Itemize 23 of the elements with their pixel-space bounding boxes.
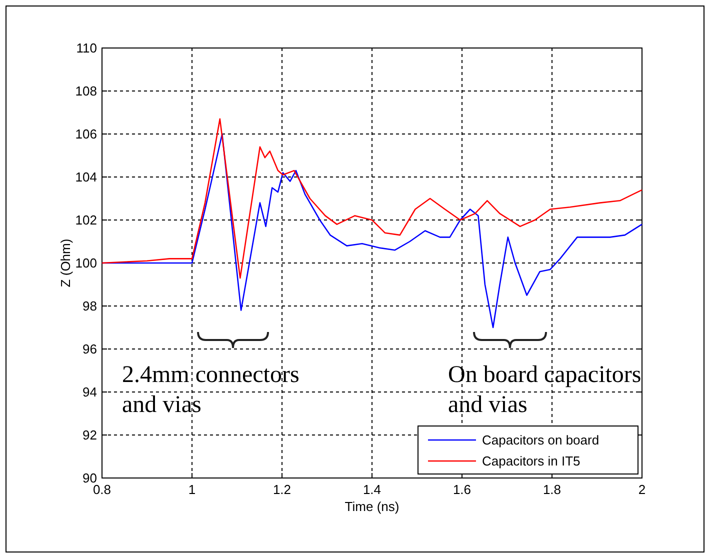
x-tick-label: 1.2	[272, 482, 292, 497]
line-series	[101, 118, 643, 279]
legend-label: Capacitors on board	[482, 432, 600, 448]
y-tick-label: 104	[75, 170, 97, 184]
y-tick-label: 94	[82, 384, 97, 400]
y-tick-label: 106	[75, 126, 97, 142]
annotation: 2.4mm connectors and vias	[122, 362, 300, 418]
y-tick-label: 96	[82, 342, 97, 356]
y-tick-label: 98	[82, 298, 97, 314]
legend-label: Capacitors in IT5	[482, 454, 580, 468]
x-tick-label: 2	[638, 482, 646, 497]
x-tick-label: 1.4	[362, 482, 382, 497]
x-axis-title: Time (ns)	[344, 499, 400, 514]
y-tick-label: 92	[82, 428, 97, 442]
x-tick-label: 1.6	[452, 482, 472, 497]
y-tick-label: 100	[75, 256, 97, 270]
y-tick-label: 108	[75, 84, 97, 98]
x-tick-label: 1	[188, 482, 196, 497]
y-tick-label: 110	[76, 40, 97, 56]
annotation: On board capacitors and vias	[448, 362, 642, 418]
y-tick-label: 102	[75, 212, 97, 228]
x-tick-label: 1.8	[542, 482, 562, 497]
y-axis-title: Z (Ohm)	[58, 238, 73, 288]
